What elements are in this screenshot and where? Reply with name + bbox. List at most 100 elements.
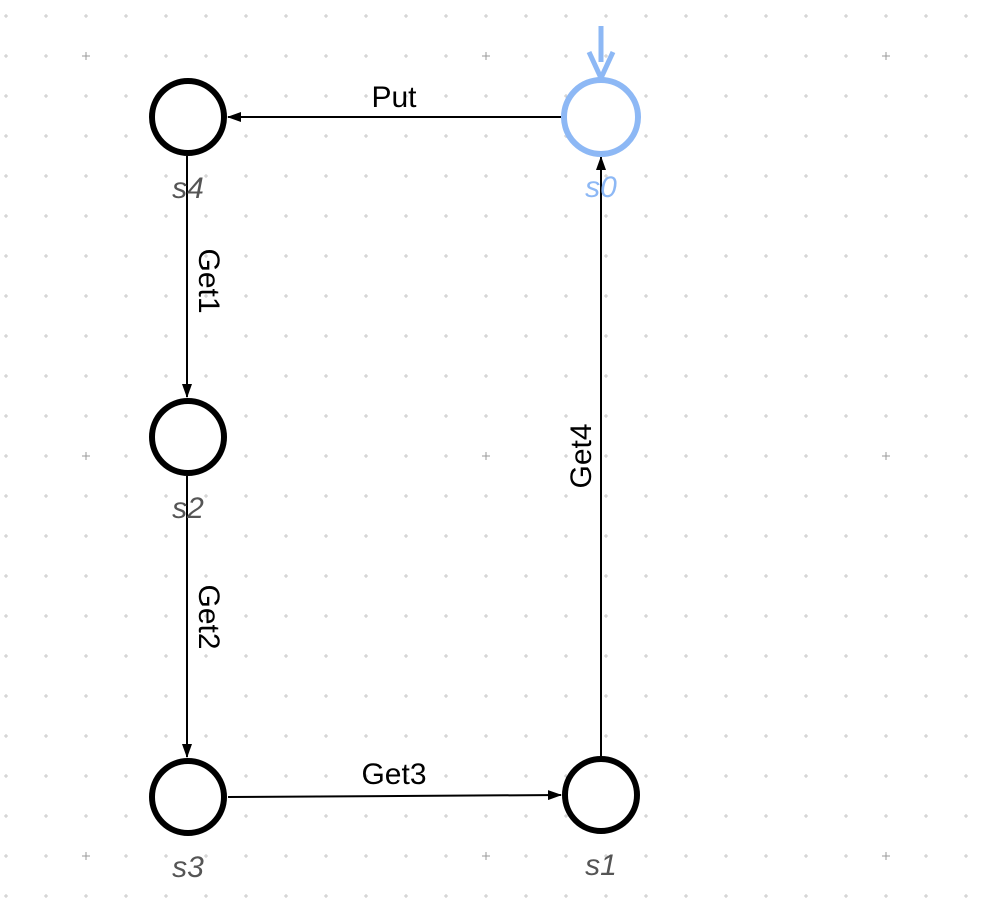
grid-marker [284,774,288,778]
grid-marker [204,614,208,618]
grid-marker [364,174,368,178]
grid-marker [924,534,928,538]
grid-marker [684,414,688,418]
grid-marker [4,134,8,138]
grid-marker [364,214,368,218]
state-label-s4: s4 [172,172,204,205]
grid-marker [724,734,728,738]
grid-marker [524,14,528,18]
transition-put[interactable]: Put [227,81,561,122]
state-s2[interactable]: s2 [149,398,227,525]
grid-marker [44,814,48,818]
grid-marker [804,894,808,898]
grid-marker [764,14,768,18]
grid-marker [404,574,408,578]
grid-marker [964,54,968,58]
grid-marker [644,494,648,498]
grid-marker [444,454,448,458]
grid-marker [564,374,568,378]
grid-marker [444,734,448,738]
grid-marker [644,654,648,658]
grid-marker [82,452,90,460]
grid-marker [84,254,88,258]
state-s1[interactable]: s1 [562,756,640,882]
grid-marker [482,852,490,860]
grid-marker [924,814,928,818]
grid-marker [84,814,88,818]
grid-marker [324,454,328,458]
grid-marker [404,454,408,458]
grid-marker [204,214,208,218]
transition-label-get2: Get2 [192,584,225,649]
grid-marker [524,774,528,778]
grid-marker [604,374,608,378]
grid-marker [724,454,728,458]
grid-marker [244,574,248,578]
grid-marker [164,534,168,538]
grid-marker [564,254,568,258]
grid-marker [684,94,688,98]
grid-marker [284,814,288,818]
grid-marker [884,694,888,698]
grid-marker [724,294,728,298]
grid-marker [204,14,208,18]
grid-marker [644,254,648,258]
grid-marker [484,334,488,338]
grid-marker [684,254,688,258]
grid-marker [844,534,848,538]
grid-marker [484,254,488,258]
grid-marker [804,494,808,498]
grid-marker [404,334,408,338]
grid-marker [844,254,848,258]
grid-marker [724,654,728,658]
state-s4[interactable]: s4 [149,78,227,205]
grid-marker [284,654,288,658]
grid-marker [524,374,528,378]
grid-marker [4,574,8,578]
transition-get3[interactable]: Get3 [227,758,562,801]
grid-marker [684,294,688,298]
grid-marker [604,254,608,258]
grid-marker [524,894,528,898]
state-s0[interactable]: s0 [561,77,641,204]
grid-marker [364,374,368,378]
grid-marker [924,414,928,418]
grid-marker [404,614,408,618]
grid-marker [724,814,728,818]
grid-marker [204,694,208,698]
grid-marker [4,814,8,818]
grid-marker [804,654,808,658]
grid-marker [484,94,488,98]
grid-marker [804,734,808,738]
grid-marker [484,374,488,378]
grid-marker [244,94,248,98]
transition-get4[interactable]: Get4 [565,156,606,756]
grid-marker [4,334,8,338]
transition-get1[interactable]: Get1 [182,156,225,398]
grid-marker [204,294,208,298]
background-grid [4,14,968,898]
grid-marker [484,174,488,178]
grid-marker [884,14,888,18]
grid-marker [564,214,568,218]
grid-marker [924,94,928,98]
grid-marker [124,414,128,418]
grid-marker [164,214,168,218]
grid-marker [844,374,848,378]
state-label-s0: s0 [585,171,617,204]
grid-marker [524,94,528,98]
grid-marker [444,334,448,338]
transition-get2[interactable]: Get2 [182,476,225,758]
grid-marker [764,454,768,458]
grid-marker [644,54,648,58]
grid-marker [124,14,128,18]
grid-marker [844,14,848,18]
grid-marker [324,534,328,538]
state-s3[interactable]: s3 [149,758,227,884]
grid-marker [844,574,848,578]
grid-marker [764,854,768,858]
grid-marker [444,854,448,858]
grid-marker [524,734,528,738]
grid-marker [764,734,768,738]
grid-marker [884,294,888,298]
